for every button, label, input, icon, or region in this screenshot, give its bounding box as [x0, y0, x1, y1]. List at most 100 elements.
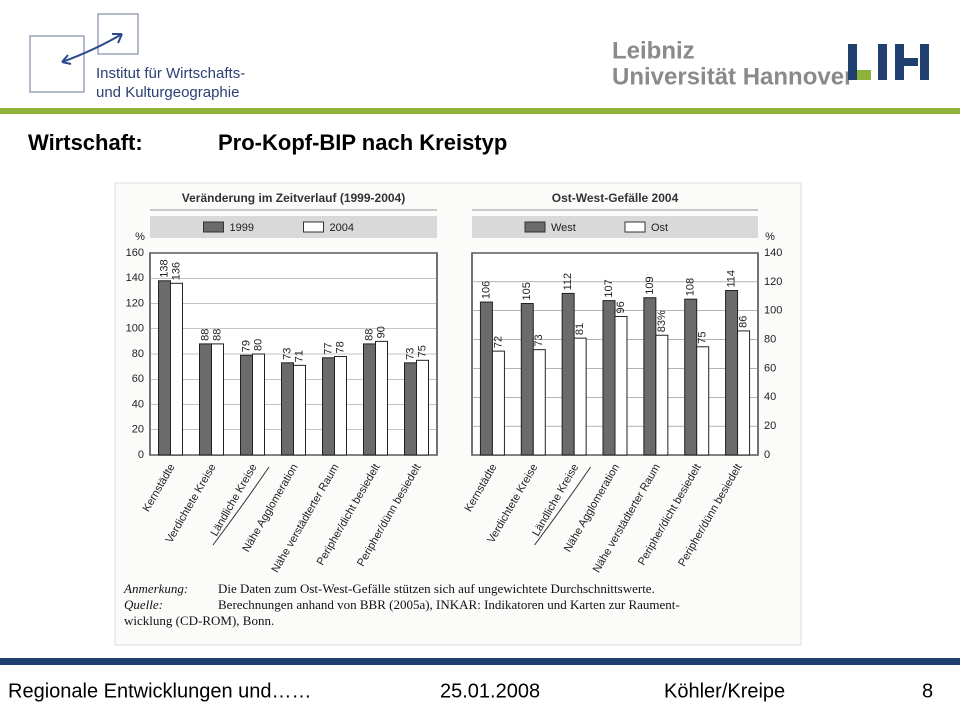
bar: [375, 340, 388, 456]
value-label: 75: [416, 345, 428, 357]
value-label: 90: [375, 326, 387, 338]
y-tick-label: 140: [764, 247, 782, 259]
footer-title: Regionale Entwicklungen und……: [8, 680, 312, 702]
value-label: 71: [293, 350, 305, 362]
bar: [211, 343, 224, 456]
y-tick-label: 40: [132, 398, 144, 410]
slide-title: Pro-Kopf-BIP nach Kreistyp: [218, 130, 507, 155]
value-label: 136: [170, 262, 182, 280]
value-label: 105: [521, 282, 533, 300]
y-tick-label: 100: [764, 305, 782, 317]
bar: [334, 356, 347, 456]
value-label: 88: [199, 329, 211, 341]
value-label: 73: [281, 348, 293, 360]
group-bracket: [534, 466, 591, 546]
luh-logo: [848, 44, 929, 80]
group-bracket: [212, 466, 270, 546]
bar: [252, 353, 265, 456]
value-label: 80: [252, 339, 264, 351]
value-label: 114: [725, 270, 737, 288]
bar: [520, 303, 534, 456]
footer-rule: [0, 658, 960, 665]
value-label: 79: [240, 340, 252, 352]
legend-box: [150, 216, 437, 238]
value-label: 75: [697, 332, 709, 344]
value-label: 83%: [656, 310, 668, 332]
bar: [602, 300, 616, 456]
bar: [416, 359, 429, 456]
chart-title: Ost-West-Gefälle 2004: [552, 191, 679, 205]
y-tick-label: 160: [126, 247, 144, 259]
logo-bar: [857, 70, 871, 80]
y-axis-label: %: [765, 231, 775, 243]
y-tick-label: 120: [764, 276, 782, 288]
value-label: 106: [480, 281, 492, 299]
y-axis-label: %: [135, 231, 145, 243]
logo-bar: [878, 44, 887, 80]
y-tick-label: 100: [126, 323, 144, 335]
value-label: 81: [574, 323, 586, 335]
slide-title: Wirtschaft:: [28, 130, 143, 155]
value-label: 77: [322, 343, 334, 355]
legend-swatch: [203, 221, 224, 233]
bar: [643, 297, 657, 456]
bar: [684, 298, 698, 456]
y-tick-label: 80: [132, 348, 144, 360]
footer-date: 25.01.2008: [440, 680, 540, 702]
legend-label: 2004: [330, 222, 354, 234]
logo-square: [29, 35, 85, 93]
source-text: Berechnungen anhand von BBR (2005a), INK…: [218, 597, 680, 612]
header-rule: [0, 108, 960, 114]
institute-name: Institut für Wirtschafts-: [96, 65, 245, 82]
bar: [170, 282, 183, 456]
bar: [573, 337, 587, 456]
legend-label: West: [551, 222, 576, 234]
bar: [561, 292, 575, 456]
logo-bar: [904, 58, 918, 66]
bar: [614, 315, 628, 456]
value-label: 78: [334, 341, 346, 353]
institute-name: und Kulturgeographie: [96, 84, 239, 101]
y-tick-label: 0: [764, 449, 770, 461]
bar: [199, 343, 212, 456]
bar: [322, 357, 335, 456]
y-tick-label: 120: [126, 297, 144, 309]
logo-square: [97, 13, 139, 55]
bar: [479, 301, 493, 456]
logo-arrow: [61, 33, 123, 63]
logo-bar: [895, 44, 904, 80]
value-label: 107: [603, 279, 615, 297]
source-label: Quelle:: [124, 597, 163, 612]
y-tick-label: 0: [138, 449, 144, 461]
note-label: Anmerkung:: [123, 581, 188, 596]
value-label: 138: [158, 259, 170, 277]
note-text: Die Daten zum Ost-West-Gefälle stützen s…: [218, 581, 655, 596]
legend-swatch: [303, 221, 324, 233]
bar: [281, 362, 294, 456]
y-tick-label: 60: [764, 362, 776, 374]
university-name: Universität Hannover: [612, 63, 853, 90]
bar: [725, 290, 739, 456]
bar: [363, 343, 376, 456]
legend-label: 1999: [230, 222, 254, 234]
value-label: 109: [644, 276, 656, 294]
footer-page: 8: [922, 680, 933, 702]
value-label: 112: [562, 273, 574, 291]
value-label: 72: [492, 336, 504, 348]
y-tick-label: 60: [132, 373, 144, 385]
y-tick-label: 20: [132, 424, 144, 436]
value-label: 88: [211, 329, 223, 341]
bar: [404, 362, 417, 456]
source-text: wicklung (CD-ROM), Bonn.: [124, 613, 274, 628]
value-label: 73: [404, 348, 416, 360]
legend-box: [472, 216, 758, 238]
chart-title: Veränderung im Zeitverlauf (1999-2004): [182, 191, 405, 205]
bar: [491, 350, 505, 456]
bar: [158, 280, 171, 456]
bar: [655, 334, 669, 456]
logo-bar: [848, 44, 857, 80]
logo-arrow-head: [61, 33, 123, 65]
value-label: 96: [615, 301, 627, 313]
legend-swatch: [624, 221, 646, 233]
